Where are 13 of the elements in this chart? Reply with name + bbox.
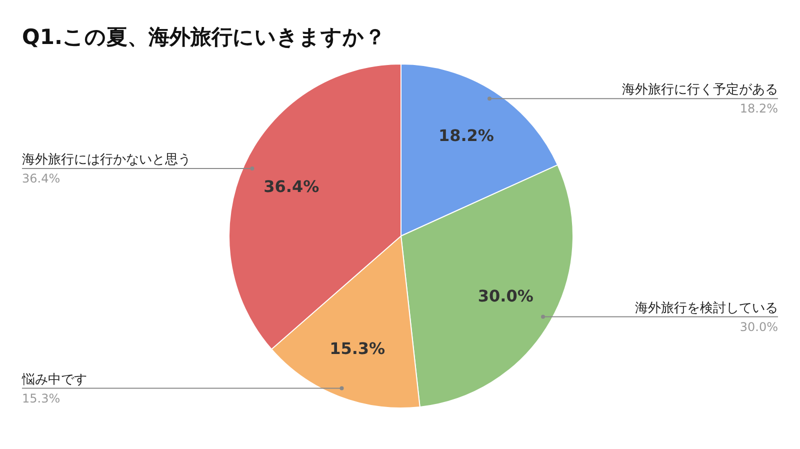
data-label: 36.4%	[264, 177, 320, 196]
slice-label: 海外旅行に行く予定がある	[622, 82, 778, 98]
slice-label: 悩み中です	[21, 372, 87, 388]
slice-label: 海外旅行には行かないと思う	[22, 152, 191, 168]
chart-title: Q1.この夏、海外旅行にいきますか？	[22, 25, 386, 49]
data-label: 18.2%	[438, 126, 494, 145]
text: 36.4%	[22, 171, 60, 186]
slice-label: 海外旅行を検討している	[635, 300, 778, 316]
data-label: 30.0%	[478, 286, 534, 306]
text: 18.2%	[740, 102, 778, 116]
data-label: 15.3%	[330, 339, 386, 358]
text: 15.3%	[22, 391, 60, 406]
text: 30.0%	[740, 320, 778, 334]
